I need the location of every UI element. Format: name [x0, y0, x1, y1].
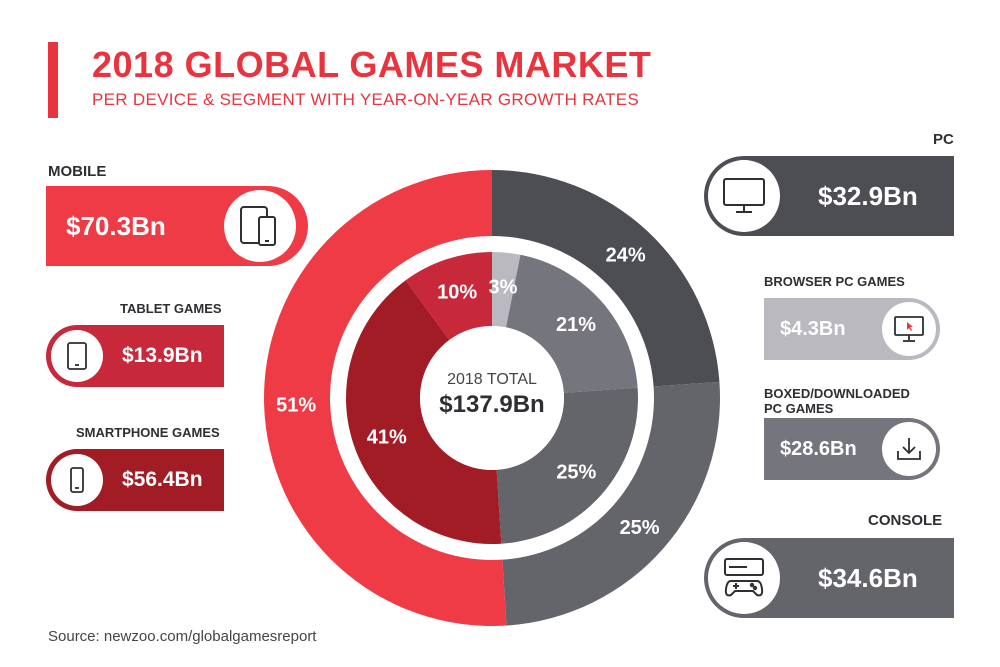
accent-bar	[48, 42, 58, 118]
inner-slice-3	[345, 280, 502, 544]
monitor-cursor-icon	[882, 302, 936, 356]
pc-value: $32.9Bn	[818, 180, 918, 211]
inner-percent-label-3: 41%	[367, 426, 407, 448]
outer-slice-1	[502, 381, 720, 626]
tablet-icon	[51, 330, 103, 382]
tablet-value: $13.9Bn	[122, 344, 203, 367]
mobile-heading: MOBILE	[48, 163, 107, 180]
page-subtitle: PER DEVICE & SEGMENT WITH YEAR-ON-YEAR G…	[92, 90, 640, 109]
outer-percent-label-2: 51%	[276, 394, 316, 416]
inner-percent-label-2: 25%	[556, 462, 596, 484]
tablet-heading: TABLET GAMES	[120, 301, 222, 316]
inner-percent-label-0: 3%	[489, 277, 518, 299]
pc-heading: PC	[933, 131, 954, 148]
outer-slice-2	[264, 170, 507, 626]
inner-slice-2	[496, 387, 638, 544]
boxed-heading: BOXED/DOWNLOADED PC GAMES	[764, 386, 910, 416]
inner-percent-label-1: 21%	[556, 314, 596, 336]
center-total-value: $137.9Bn	[439, 391, 544, 418]
inner-slice-0	[492, 252, 521, 328]
console-icon	[708, 542, 780, 614]
download-icon	[882, 422, 936, 476]
browser-heading: BROWSER PC GAMES	[764, 274, 905, 289]
boxed-value: $28.6Bn	[780, 437, 857, 460]
mobile-value: $70.3Bn	[66, 210, 166, 241]
browser-value: $4.3Bn	[780, 317, 846, 340]
inner-slice-4	[405, 252, 492, 340]
inner-slice-1	[506, 254, 638, 393]
boxed-heading-line1: BOXED/DOWNLOADED	[764, 386, 910, 401]
console-value: $34.6Bn	[818, 562, 918, 593]
outer-percent-label-0: 24%	[606, 245, 646, 267]
monitor-icon	[708, 160, 780, 232]
donut-hole	[420, 326, 564, 470]
outer-slice-0	[492, 170, 720, 387]
outer-percent-label-1: 25%	[620, 517, 660, 539]
center-total-label: 2018 TOTAL	[447, 371, 537, 388]
source-note: Source: newzoo.com/globalgamesreport	[48, 628, 317, 645]
page-title: 2018 GLOBAL GAMES MARKET	[92, 44, 652, 85]
smartphone-value: $56.4Bn	[122, 468, 203, 491]
boxed-heading-line2: PC GAMES	[764, 401, 834, 416]
inner-percent-label-4: 10%	[437, 282, 477, 304]
smartphone-heading: SMARTPHONE GAMES	[76, 425, 220, 440]
tablet-phone-icon	[224, 190, 296, 262]
smartphone-icon	[51, 454, 103, 506]
console-heading: CONSOLE	[868, 512, 943, 529]
